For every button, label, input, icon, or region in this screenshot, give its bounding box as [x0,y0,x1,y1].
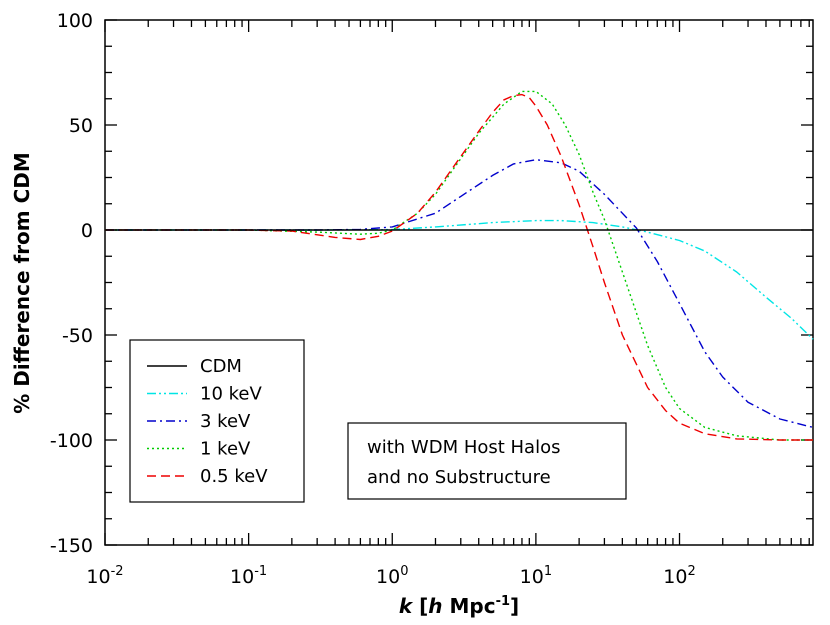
legend: CDM 10 keV 3 keV 1 keV 0.5 keV [129,339,305,503]
y-tick-label: -100 [50,430,93,452]
legend-label: 1 keV [200,439,251,460]
annotation-line-1: with WDM Host Halos [367,437,560,458]
legend-label: 3 keV [200,411,251,432]
y-axis-title: % Difference from CDM [10,152,34,414]
legend-label: 10 keV [200,384,262,405]
legend-label: CDM [200,356,242,377]
series-line-3-kev [105,158,814,429]
annotation-line-2: and no Substructure [367,467,551,488]
x-tick-label: 10-1 [230,564,267,588]
y-tick-label: -150 [50,535,93,557]
y-tick-label: 0 [81,220,93,242]
series-line-0-5-kev [105,93,813,441]
series-line-1-kev [105,90,813,441]
y-tick-label: 50 [69,115,93,137]
x-axis-title: k [h Mpc-1] [399,594,519,618]
y-tick-label: -50 [62,325,93,347]
y-tick-label: 100 [57,10,93,32]
annotation-box: with WDM Host Halos and no Substructure [347,422,627,500]
annotation-frame [347,422,627,500]
series-lines [105,90,814,441]
y-tick-labels: 100 50 0 -50 -100 -150 [50,10,93,557]
x-tick-label: 102 [663,564,695,588]
x-tick-label: 101 [520,564,552,588]
legend-box [129,339,305,503]
x-tick-label: 10-2 [86,564,123,588]
legend-label: 0.5 keV [200,466,268,487]
series-line-10-kev [105,219,814,340]
x-tick-label: 100 [376,564,408,588]
x-tick-labels: 10-2 10-1 100 101 102 [86,564,695,588]
